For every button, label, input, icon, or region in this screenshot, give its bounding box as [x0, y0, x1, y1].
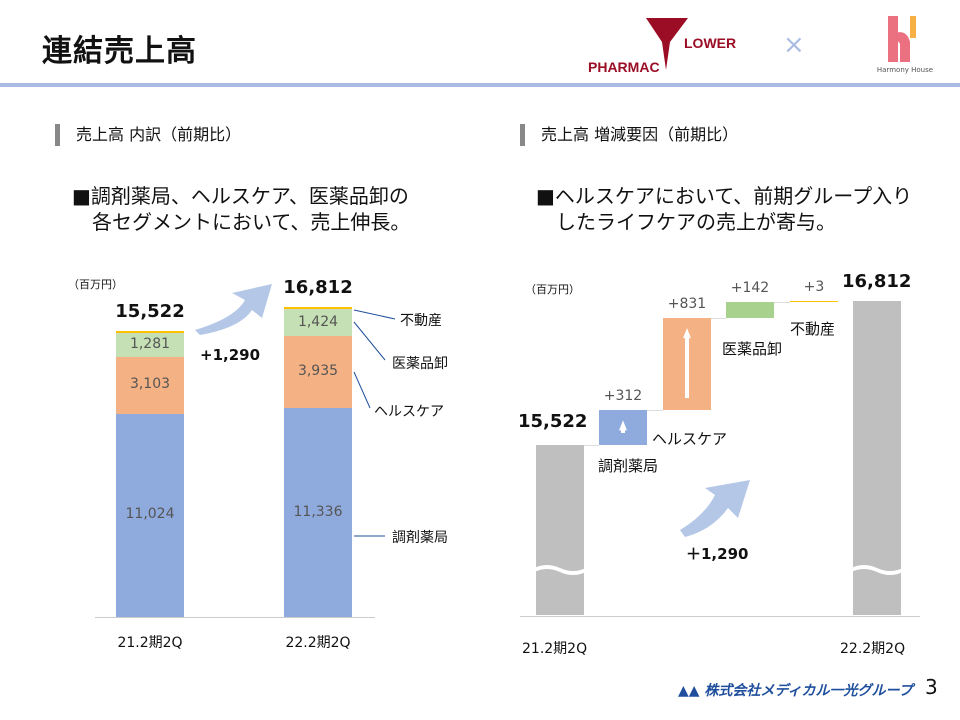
header-divider: [0, 83, 960, 87]
company-logo: ▲▲ 株式会社メディカル一光グループ: [678, 683, 913, 699]
difference-label: ＋1,290: [686, 545, 749, 563]
connector-line: [711, 318, 726, 320]
legend-label-2: 医薬品卸: [392, 356, 448, 372]
svg-text:LOWER: LOWER: [684, 35, 736, 51]
total-label: 15,522: [115, 301, 185, 322]
step-value-label: +312: [603, 388, 643, 405]
start-label: 15,522: [518, 411, 588, 432]
connector-line: [647, 410, 663, 412]
start-bar: [536, 445, 584, 615]
left-bullet-line1: ■調剤薬局、ヘルスケア、医薬品卸の: [72, 184, 409, 208]
waterfall-bar: [790, 301, 838, 303]
growth-arrow-icon: [195, 284, 272, 335]
svg-text:PHARMAC: PHARMAC: [588, 59, 660, 72]
waterfall-bar: [726, 302, 774, 319]
difference-label: +1,290: [200, 346, 261, 364]
bar-label: 3,935: [297, 362, 339, 379]
bar-label: 11,024: [125, 506, 175, 523]
bar-label: 1,281: [129, 335, 171, 352]
up-arrow-icon: [683, 328, 691, 399]
left-section-heading: 売上高 内訳（前期比）: [55, 124, 241, 146]
connector-line: [584, 445, 599, 446]
bar-label: 3,103: [129, 376, 171, 393]
step-value-label: +142: [730, 280, 770, 297]
step-name-label: ヘルスケア: [652, 430, 728, 448]
x-tick-label: 21.2期2Q: [117, 635, 183, 651]
bar-segment: [284, 408, 352, 617]
bar-segment: [284, 309, 352, 336]
legend-label-1: ヘルスケア: [374, 404, 444, 420]
page-number: 3: [925, 675, 938, 699]
bar-segment: [116, 333, 184, 357]
x-tick-label: 21.2期2Q: [522, 641, 588, 657]
bar-segment: [284, 335, 352, 409]
company-name: 株式会社メディカル一光グループ: [704, 683, 913, 699]
right-section-heading: 売上高 増減要因（前期比）: [520, 124, 738, 146]
bar-segment: [116, 413, 184, 617]
x-tick-label: 22.2期2Q: [285, 635, 351, 651]
cross-symbol: ×: [783, 30, 805, 60]
connector-line: [774, 302, 790, 304]
svg-text:Harmony House: Harmony House: [877, 66, 933, 74]
page-title: 連結売上高: [42, 34, 197, 69]
legend-label-0: 調剤薬局: [392, 530, 448, 546]
legend-label-3: 不動産: [400, 313, 442, 329]
pharmac-flower-logo: PHARMAC LOWER: [588, 14, 738, 75]
step-name-label: 不動産: [790, 320, 836, 338]
bar-segment: [116, 331, 184, 334]
bar-segment: [284, 307, 352, 310]
right-bullet-line1: ■ヘルスケアにおいて、前期グループ入り: [536, 184, 913, 208]
up-arrow-icon: [619, 420, 627, 433]
left-bullet-line2: 各セグメントにおいて、売上伸長。: [92, 210, 411, 234]
x-tick-label: 22.2期2Q: [840, 641, 906, 657]
step-name-label: 医薬品卸: [722, 340, 783, 358]
total-label: 16,812: [283, 277, 353, 299]
unit-label: （百万円）: [525, 283, 580, 296]
bar-label: 11,336: [293, 503, 343, 520]
unit-label: （百万円）: [68, 278, 123, 291]
axis-break-icon: [534, 565, 586, 575]
bar-label: 1,424: [297, 313, 339, 330]
axis-line: [520, 616, 920, 617]
step-value-label: +831: [667, 296, 707, 313]
right-bullet-line2: したライフケアの売上が寄与。: [556, 210, 836, 234]
step-name-label: 調剤薬局: [598, 457, 659, 475]
step-value-label: +3: [803, 279, 825, 296]
end-bar: [853, 301, 901, 615]
harmony-house-logo: Harmony House: [872, 14, 938, 74]
axis-line: [95, 617, 375, 618]
axis-break-icon: [851, 565, 903, 575]
bar-segment: [116, 356, 184, 414]
end-label: 16,812: [842, 271, 912, 293]
